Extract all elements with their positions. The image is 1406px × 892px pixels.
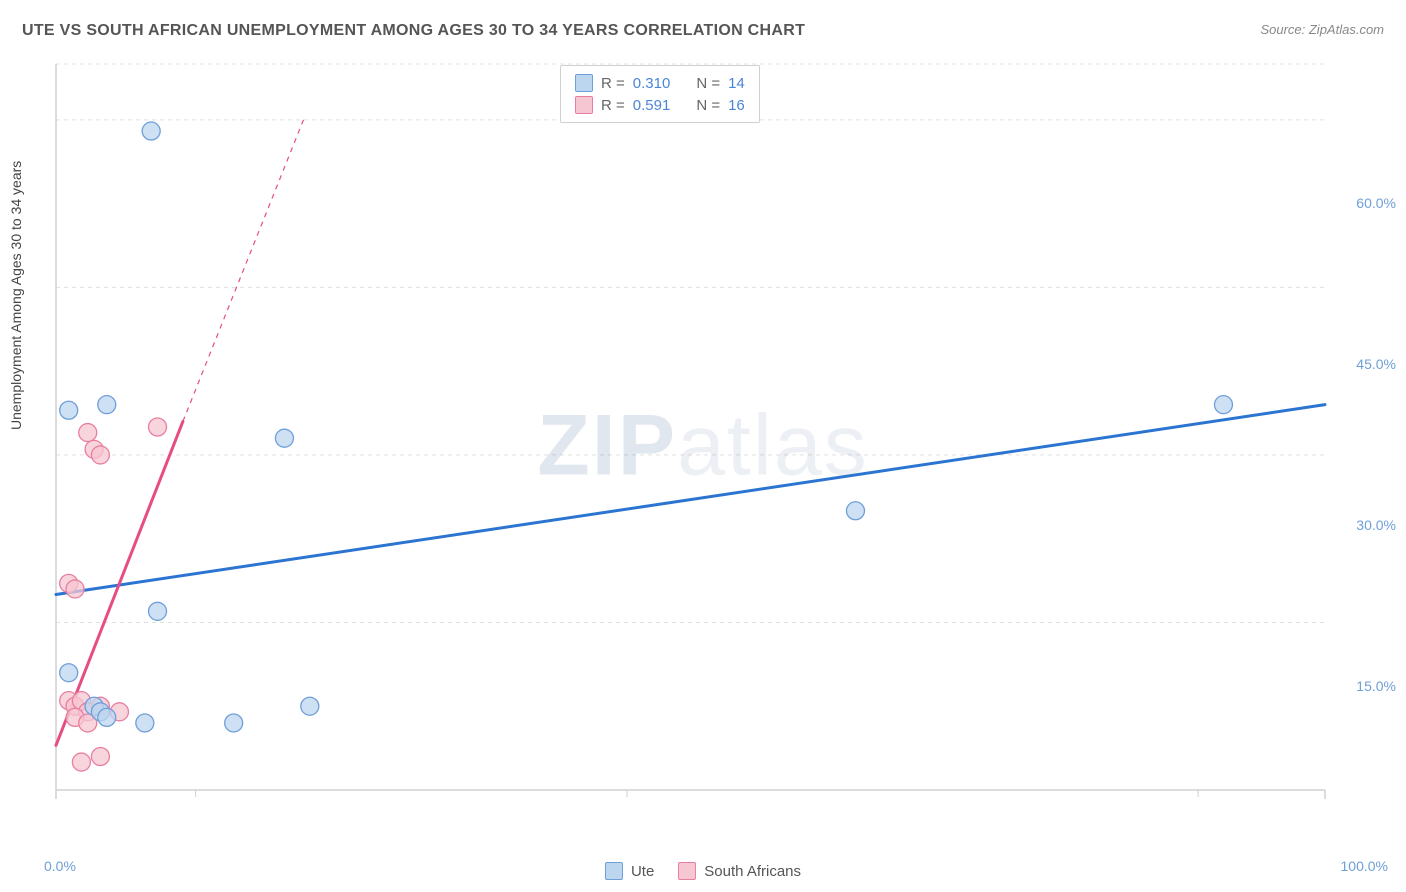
- x-tick-0: 0.0%: [44, 858, 76, 874]
- y-tick-45: 45.0%: [1356, 356, 1396, 372]
- legend-label-sa: South Africans: [704, 863, 801, 880]
- legend-correlation: R = 0.310 N = 14 R = 0.591 N = 16: [560, 65, 760, 123]
- n-label: N =: [696, 97, 720, 114]
- chart-title: UTE VS SOUTH AFRICAN UNEMPLOYMENT AMONG …: [22, 22, 805, 40]
- y-tick-30: 30.0%: [1356, 517, 1396, 533]
- r-value-sa: 0.591: [633, 97, 671, 114]
- n-label: N =: [696, 75, 720, 92]
- y-tick-15: 15.0%: [1356, 678, 1396, 694]
- legend-item-sa: South Africans: [678, 862, 801, 880]
- y-axis-label: Unemployment Among Ages 30 to 34 years: [8, 161, 24, 430]
- legend-swatch-ute: [575, 74, 593, 92]
- r-value-ute: 0.310: [633, 75, 671, 92]
- r-label: R =: [601, 75, 625, 92]
- legend-series: Ute South Africans: [605, 862, 801, 880]
- legend-swatch-sa-icon: [678, 862, 696, 880]
- legend-row-sa: R = 0.591 N = 16: [575, 94, 745, 116]
- n-value-ute: 14: [728, 75, 745, 92]
- legend-swatch-ute-icon: [605, 862, 623, 880]
- legend-swatch-sa: [575, 96, 593, 114]
- n-value-sa: 16: [728, 97, 745, 114]
- y-tick-60: 60.0%: [1356, 195, 1396, 211]
- plot-area: [50, 60, 1380, 830]
- r-label: R =: [601, 97, 625, 114]
- legend-label-ute: Ute: [631, 863, 654, 880]
- source-label: Source: ZipAtlas.com: [1260, 22, 1384, 37]
- legend-row-ute: R = 0.310 N = 14: [575, 72, 745, 94]
- x-tick-100: 100.0%: [1341, 858, 1388, 874]
- legend-item-ute: Ute: [605, 862, 654, 880]
- chart-svg: [50, 60, 1380, 830]
